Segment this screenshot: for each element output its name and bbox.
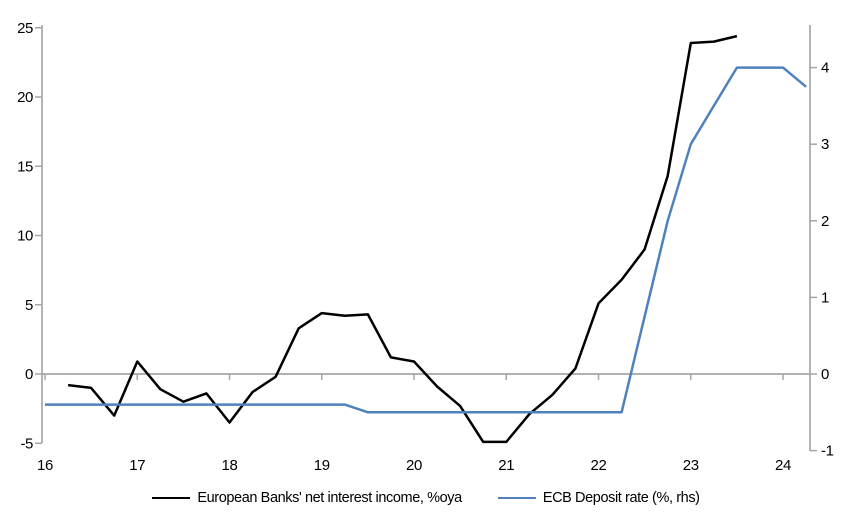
legend-label-net-interest-income: European Banks' net interest income, %oy… — [197, 490, 462, 506]
right-axis-tick-label: 2 — [821, 213, 829, 230]
right-axis-tick-label: 4 — [821, 60, 829, 77]
x-axis-tick-label: 18 — [222, 457, 238, 474]
legend-item-ecb-deposit-rate: ECB Deposit rate (%, rhs) — [497, 490, 700, 506]
left-axis-tick-label: 15 — [17, 158, 33, 175]
left-axis-tick-label: 25 — [17, 20, 33, 37]
legend: European Banks' net interest income, %oy… — [0, 490, 852, 506]
x-axis-tick-label: 17 — [129, 457, 145, 474]
x-axis-tick-label: 22 — [591, 457, 607, 474]
right-axis-tick-label: 1 — [821, 289, 829, 306]
left-axis-tick-label: -5 — [20, 435, 33, 452]
x-axis-tick-label: 24 — [775, 457, 791, 474]
x-axis-tick-label: 20 — [406, 457, 422, 474]
x-axis-tick-label: 19 — [314, 457, 330, 474]
right-axis-tick-label: -1 — [821, 443, 834, 460]
nii-line-swatch — [152, 497, 191, 499]
ecb-series-line — [45, 66, 807, 414]
nii-series-line — [67, 34, 738, 444]
left-axis-tick-label: 0 — [25, 366, 33, 383]
x-axis-tick-label: 21 — [498, 457, 514, 474]
right-axis-tick-label: 0 — [821, 366, 829, 383]
left-axis-tick-label: 10 — [17, 228, 33, 245]
ecb-line-swatch — [497, 497, 536, 499]
legend-label-ecb-deposit-rate: ECB Deposit rate (%, rhs) — [542, 490, 700, 506]
x-axis-tick-label: 23 — [683, 457, 699, 474]
legend-item-net-interest-income: European Banks' net interest income, %oy… — [152, 490, 462, 506]
left-axis-tick-label: 5 — [25, 297, 33, 314]
left-axis-tick-label: 20 — [17, 89, 33, 106]
right-axis-tick-label: 3 — [821, 136, 829, 153]
x-axis-tick-label: 16 — [37, 457, 53, 474]
